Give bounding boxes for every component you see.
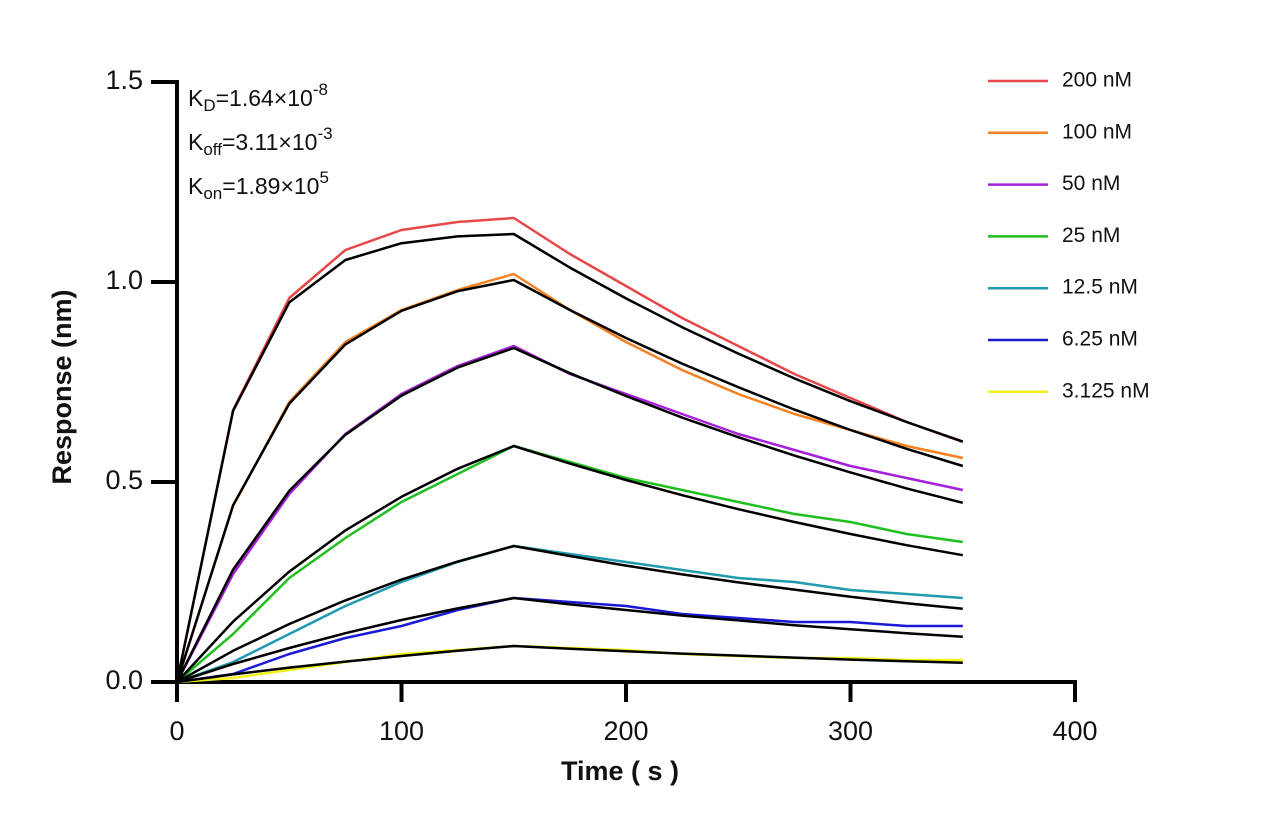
annotation-part: -3 [317,124,332,143]
annotation-part: on [203,184,222,203]
x-tick-label: 300 [828,716,873,746]
y-axis-title: Response (nm) [47,289,77,484]
fit-line [175,278,964,683]
annotation-part: =1.89×10 [222,173,319,199]
fit-line [175,232,964,683]
annotation: Kon=1.89×105 [188,168,329,203]
legend-label: 25 nM [1062,224,1120,247]
legend-label: 6.25 nM [1062,328,1138,351]
annotation-part: -8 [313,80,328,99]
legend-label: 200 nM [1062,69,1132,92]
annotation: KD=1.64×10-8 [188,80,328,115]
data-line [176,444,963,683]
x-tick-label: 0 [169,716,184,746]
fit-line [176,444,964,683]
y-tick-label: 1.0 [105,265,143,295]
y-tick-label: 0.0 [105,665,143,695]
legend-label: 50 nM [1062,172,1120,195]
fit-line [175,346,964,683]
x-tick-label: 200 [603,716,648,746]
legend-label: 12.5 nM [1062,276,1138,299]
annotation-part: =1.64×10 [216,85,313,111]
annotation-part: =3.11×10 [222,129,318,155]
annotation-part: D [203,96,215,115]
x-tick-label: 100 [379,716,424,746]
x-tick-label: 400 [1052,716,1097,746]
data-line [176,596,963,684]
fit-line [176,644,963,684]
annotation-part: 5 [319,168,328,187]
y-tick-label: 1.5 [105,65,143,95]
fit-line [176,544,963,684]
x-axis-title: Time ( s ) [561,756,679,786]
annotation: Koff=3.11×10-3 [188,124,333,159]
data-line [176,544,963,684]
annotation-part: K [188,129,204,155]
annotation-part: K [188,85,204,111]
legend-label: 3.125 nM [1062,379,1150,402]
data-line [175,216,964,683]
legend-label: 100 nM [1062,120,1132,143]
annotation-part: off [203,140,222,159]
y-tick-label: 0.5 [105,465,143,495]
fit-line [176,596,963,684]
annotation-part: K [188,173,204,199]
